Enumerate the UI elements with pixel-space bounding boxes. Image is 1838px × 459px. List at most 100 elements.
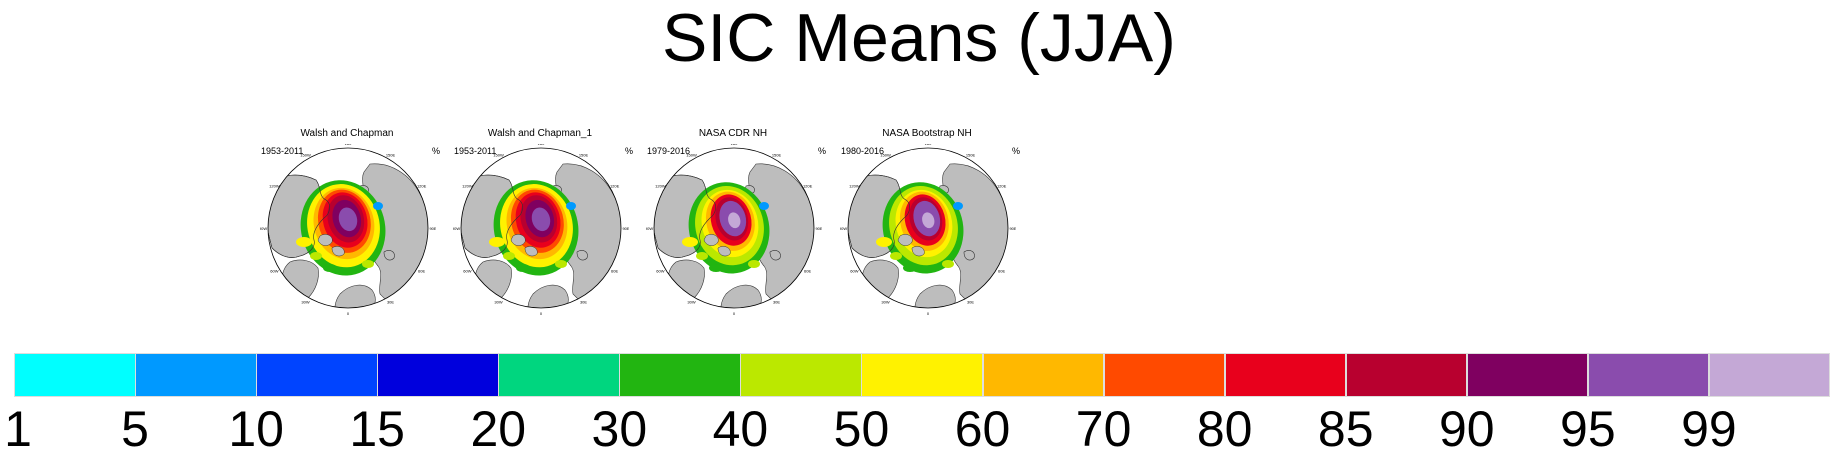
panel-unit: % <box>431 146 440 156</box>
longitude-label: 60E <box>998 269 1005 274</box>
panel-period: 1953-2011 <box>454 146 497 156</box>
longitude-label: 60E <box>611 269 618 274</box>
map-border <box>653 147 815 309</box>
colorbar-box <box>14 353 136 397</box>
colorbar <box>14 353 1831 397</box>
colorbar-label: 70 <box>1075 401 1132 457</box>
longitude-label: 90W <box>840 226 847 231</box>
longitude-label: 0 <box>540 311 543 316</box>
longitude-label: 180 <box>925 144 932 146</box>
longitude-label: 150E <box>579 152 589 157</box>
longitude-label: 180 <box>731 144 738 146</box>
longitude-label: 150W <box>686 152 697 157</box>
longitude-label: 90E <box>429 226 436 231</box>
colorbar-box <box>1224 353 1347 397</box>
sea-ice-contour <box>922 212 935 229</box>
colorbar-box <box>861 353 984 397</box>
longitude-label: 30E <box>967 300 974 305</box>
longitude-label: 120W <box>462 184 473 189</box>
longitude-label: 0 <box>927 311 930 316</box>
polar-map: 180 150E 120E 90E 60E 30E 0 30W 60W 90W 120W 150W <box>840 144 1016 316</box>
colorbar-box <box>1103 353 1226 397</box>
panel-title: Walsh and Chapman_1 <box>487 128 593 139</box>
longitude-label: 90E <box>622 226 629 231</box>
colorbar-label: 40 <box>712 401 769 457</box>
panel-unit: % <box>624 146 633 156</box>
colorbar-label: 85 <box>1317 401 1374 457</box>
longitude-label: 30W <box>881 300 889 305</box>
longitude-label: 30W <box>687 300 695 305</box>
panel-unit: % <box>817 146 826 156</box>
map-border <box>267 147 429 309</box>
longitude-label: 120W <box>849 184 860 189</box>
longitude-label: 120E <box>417 184 427 189</box>
colorbar-label: 99 <box>1681 401 1737 457</box>
colorbar-label: 20 <box>470 401 527 457</box>
colorbar-label: 15 <box>349 401 405 457</box>
longitude-label: 150E <box>386 152 396 157</box>
longitude-label: 120E <box>803 184 813 189</box>
polar-map: 180 150E 120E 90E 60E 30E 0 30W 60W 90W 120W 150W <box>260 144 436 316</box>
sea-ice-contour <box>728 212 741 229</box>
colorbar-label: 5 <box>121 401 149 457</box>
colorbar-label: 30 <box>591 401 648 457</box>
longitude-label: 60W <box>656 269 664 274</box>
longitude-label: 30W <box>301 300 309 305</box>
longitude-label: 0 <box>347 311 350 316</box>
longitude-label: 150W <box>300 152 311 157</box>
map-panel: NASA Bootstrap NH 1980-2016% 180 150E 120E 90… <box>830 128 1024 328</box>
longitude-label: 60W <box>463 269 471 274</box>
colorbar-box <box>1466 353 1589 397</box>
sea-ice-contour <box>531 207 551 232</box>
longitude-label: 150E <box>772 152 782 157</box>
panel-unit: % <box>1011 146 1020 156</box>
colorbar-box <box>498 353 620 397</box>
panel-period: 1953-2011 <box>261 146 304 156</box>
longitude-label: 60E <box>804 269 811 274</box>
map-border <box>847 147 1009 309</box>
longitude-label: 0 <box>733 311 736 316</box>
longitude-label: 90E <box>1009 226 1016 231</box>
panel-title: Walsh and Chapman <box>300 128 394 139</box>
colorbar-box <box>256 353 378 397</box>
panel-title: NASA Bootstrap NH <box>882 128 972 139</box>
colorbar-label: 60 <box>954 401 1011 457</box>
longitude-label: 30E <box>773 300 780 305</box>
panel-period: 1980-2016 <box>841 146 885 156</box>
colorbar-box <box>1708 353 1831 397</box>
longitude-label: 120E <box>997 184 1007 189</box>
longitude-label: 150W <box>493 152 504 157</box>
longitude-label: 30E <box>387 300 394 305</box>
longitude-label: 120W <box>655 184 666 189</box>
colorbar-box <box>135 353 257 397</box>
longitude-label: 90W <box>453 226 460 231</box>
longitude-label: 90W <box>260 226 267 231</box>
polar-map: 180 150E 120E 90E 60E 30E 0 30W 60W 90W 120W 150W <box>646 144 822 316</box>
colorbar-label: 1 <box>4 401 32 457</box>
longitude-label: 60W <box>270 269 278 274</box>
map-border <box>460 147 622 309</box>
figure-title: SIC Means (JJA) <box>662 0 1176 76</box>
colorbar-box <box>1345 353 1468 397</box>
colorbar-label: 80 <box>1196 401 1253 457</box>
colorbar-box <box>740 353 862 397</box>
map-panel: NASA CDR NH 1979-2016% 180 150E 120E 90E 60E 30… <box>636 128 830 328</box>
longitude-label: 120W <box>269 184 280 189</box>
sea-ice-contour <box>338 207 358 232</box>
colorbar-labels: 1 5 10 15 20 30 40 50 60 70 80 85 90 95 99 <box>0 400 1838 459</box>
longitude-label: 90E <box>815 226 822 231</box>
longitude-label: 60E <box>418 269 425 274</box>
colorbar-box <box>982 353 1105 397</box>
longitude-label: 120E <box>610 184 620 189</box>
polar-map: 180 150E 120E 90E 60E 30E 0 30W 60W 90W 120W 150W <box>453 144 629 316</box>
panel-period: 1979-2016 <box>647 146 691 156</box>
longitude-label: 30E <box>580 300 587 305</box>
colorbar-label: 90 <box>1438 401 1495 457</box>
colorbar-label: 95 <box>1560 401 1616 457</box>
panel-title: NASA CDR NH <box>698 128 768 139</box>
longitude-label: 30W <box>494 300 502 305</box>
longitude-label: 60W <box>850 269 858 274</box>
longitude-label: 180 <box>345 144 352 146</box>
colorbar-box <box>1587 353 1710 397</box>
colorbar-box <box>619 353 741 397</box>
